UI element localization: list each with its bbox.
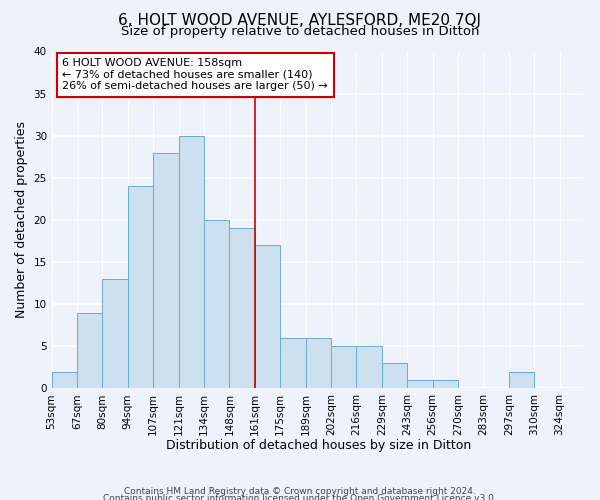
Bar <box>509 372 534 388</box>
Bar <box>153 152 179 388</box>
Text: Contains public sector information licensed under the Open Government Licence v3: Contains public sector information licen… <box>103 494 497 500</box>
Bar <box>103 279 128 388</box>
Bar <box>179 136 204 388</box>
Text: Size of property relative to detached houses in Ditton: Size of property relative to detached ho… <box>121 25 479 38</box>
Bar <box>52 372 77 388</box>
Bar <box>255 245 280 388</box>
Text: 6, HOLT WOOD AVENUE, AYLESFORD, ME20 7QJ: 6, HOLT WOOD AVENUE, AYLESFORD, ME20 7QJ <box>119 12 482 28</box>
Bar <box>382 363 407 388</box>
Bar <box>280 338 305 388</box>
Bar <box>204 220 229 388</box>
X-axis label: Distribution of detached houses by size in Ditton: Distribution of detached houses by size … <box>166 440 471 452</box>
Bar <box>356 346 382 389</box>
Bar <box>331 346 356 389</box>
Bar <box>128 186 153 388</box>
Bar <box>433 380 458 388</box>
Bar <box>407 380 433 388</box>
Bar <box>229 228 255 388</box>
Text: 6 HOLT WOOD AVENUE: 158sqm
← 73% of detached houses are smaller (140)
26% of sem: 6 HOLT WOOD AVENUE: 158sqm ← 73% of deta… <box>62 58 328 92</box>
Text: Contains HM Land Registry data © Crown copyright and database right 2024.: Contains HM Land Registry data © Crown c… <box>124 488 476 496</box>
Bar <box>77 312 103 388</box>
Bar <box>305 338 331 388</box>
Y-axis label: Number of detached properties: Number of detached properties <box>15 122 28 318</box>
